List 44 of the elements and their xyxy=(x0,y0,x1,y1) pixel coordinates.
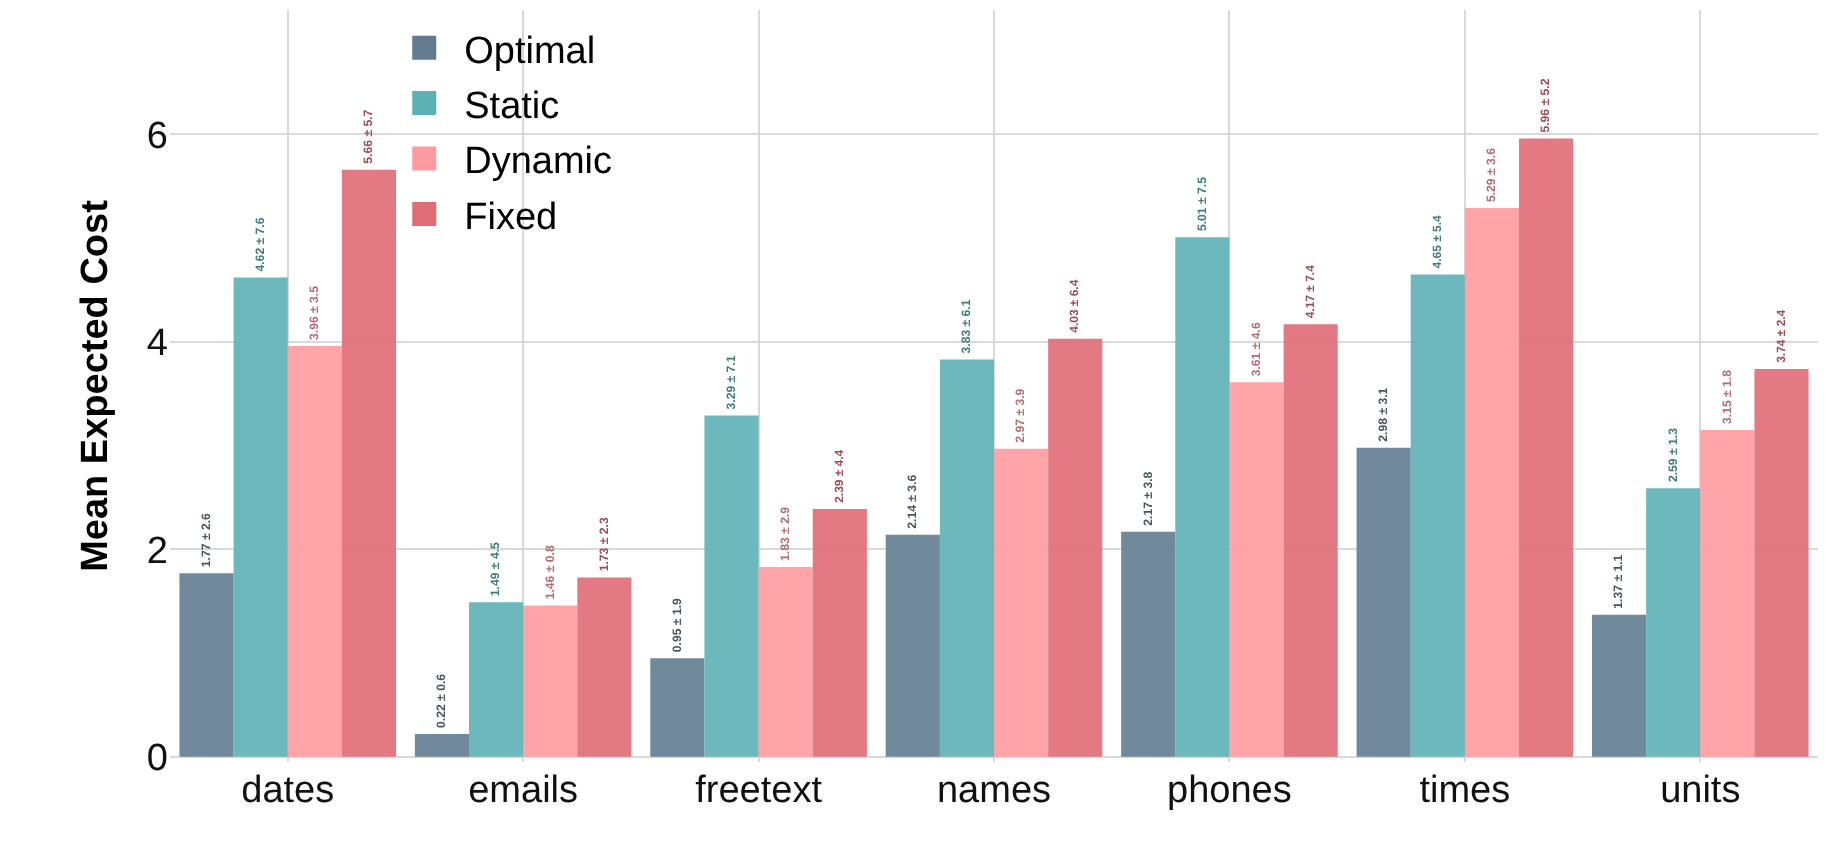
bar xyxy=(1356,447,1411,757)
bar xyxy=(758,567,813,757)
x-tick-label: emails xyxy=(468,770,579,812)
bar xyxy=(1283,324,1338,757)
legend-label: Optimal xyxy=(464,30,596,73)
bar xyxy=(1175,237,1230,757)
bar xyxy=(1410,274,1465,757)
bar xyxy=(1121,531,1176,757)
bar xyxy=(1646,488,1701,757)
y-tick-label: 0 xyxy=(146,738,168,781)
bar xyxy=(939,359,994,757)
bar xyxy=(1519,138,1574,757)
x-tick-label: names xyxy=(936,770,1052,812)
x-tick-label: freetext xyxy=(695,770,824,812)
bar xyxy=(523,605,578,757)
bar xyxy=(994,448,1049,757)
y-tick-label: 2 xyxy=(146,530,168,573)
bar xyxy=(179,573,234,757)
bar xyxy=(1700,430,1755,757)
legend-label: Dynamic xyxy=(464,141,613,184)
bar xyxy=(1048,338,1103,757)
bar xyxy=(1229,382,1284,757)
bar xyxy=(1464,208,1519,757)
y-tick-label: 6 xyxy=(146,115,168,158)
bar xyxy=(650,658,705,757)
y-tick-label: 4 xyxy=(146,323,169,366)
bar xyxy=(233,277,288,757)
legend-label: Fixed xyxy=(464,196,558,239)
x-tick-label: dates xyxy=(241,770,335,812)
bar xyxy=(704,415,759,757)
legend-label: Static xyxy=(464,85,560,128)
bar xyxy=(1754,368,1809,757)
bar xyxy=(885,534,940,757)
y-axis-title: Mean Expected Cost xyxy=(74,198,117,572)
bar xyxy=(1591,614,1647,757)
x-tick-label: phones xyxy=(1167,770,1292,812)
bar xyxy=(577,577,632,757)
bar xyxy=(341,169,397,757)
x-tick-label: units xyxy=(1660,770,1741,812)
bar xyxy=(287,346,342,757)
x-tick-label: times xyxy=(1419,770,1511,812)
bar xyxy=(812,508,867,757)
bar xyxy=(469,602,524,757)
bar xyxy=(414,734,469,757)
